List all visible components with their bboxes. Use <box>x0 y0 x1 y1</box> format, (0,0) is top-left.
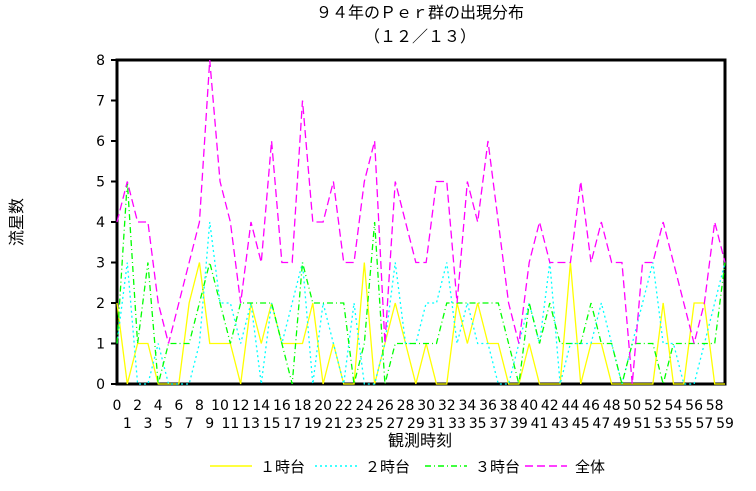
x-tick-label: 51 <box>634 416 652 432</box>
x-tick-label: 5 <box>164 416 173 432</box>
x-tick-label: 18 <box>294 398 312 414</box>
x-tick-label: 55 <box>675 416 693 432</box>
y-tick-label: 8 <box>96 53 105 69</box>
y-tick-label: 6 <box>96 134 105 150</box>
x-tick-label: 4 <box>154 398 163 414</box>
series-line <box>116 181 726 385</box>
x-tick-label: 17 <box>283 416 301 432</box>
y-tick-label: 5 <box>96 175 105 191</box>
x-tick-label: 27 <box>386 416 404 432</box>
x-tick-label: 6 <box>174 398 183 414</box>
x-tick-label: 45 <box>572 416 590 432</box>
chart-title: ９４年のＰｅｒ群の出現分布 <box>316 3 524 22</box>
x-tick-label: 20 <box>314 398 332 414</box>
x-tick-label: 30 <box>417 398 435 414</box>
series-line <box>116 262 725 385</box>
x-tick-label: 43 <box>551 416 569 432</box>
x-tick-label: 13 <box>242 416 260 432</box>
x-tick-label: 53 <box>654 416 672 432</box>
x-tick-label: 52 <box>644 398 662 414</box>
x-tick-label: 25 <box>366 416 384 432</box>
x-tick-label: 23 <box>345 416 363 432</box>
x-tick-label: 59 <box>716 416 734 432</box>
legend-label: 全体 <box>575 458 605 476</box>
x-tick-label: 21 <box>324 416 342 432</box>
x-tick-label: 9 <box>205 416 214 432</box>
y-tick-label: 3 <box>96 256 105 272</box>
x-tick-label: 16 <box>273 398 291 414</box>
y-tick-label: 1 <box>96 337 105 353</box>
x-tick-label: 37 <box>489 416 507 432</box>
chart-subtitle: （１２／１３） <box>364 27 476 46</box>
legend-label: ３時台 <box>475 458 520 476</box>
x-tick-label: 2 <box>133 398 142 414</box>
x-tick-label: 10 <box>211 398 229 414</box>
x-tick-label: 14 <box>252 398 270 414</box>
x-tick-label: 38 <box>500 398 518 414</box>
y-tick-label: 7 <box>96 94 105 110</box>
x-axis-label: 観測時刻 <box>388 431 452 450</box>
x-tick-label: 15 <box>263 416 281 432</box>
x-tick-label: 48 <box>603 398 621 414</box>
x-tick-label: 58 <box>706 398 724 414</box>
legend-label: ２時台 <box>365 458 410 476</box>
legend: １時台 ２時台 ３時台 全体 <box>210 458 605 476</box>
x-tick-label: 24 <box>355 398 373 414</box>
series-layer <box>116 59 726 385</box>
x-tick-label: 33 <box>448 416 466 432</box>
x-tick-label: 39 <box>510 416 528 432</box>
y-axis-label: 流星数 <box>7 198 26 246</box>
legend-label: １時台 <box>260 458 305 476</box>
x-tick-label: 8 <box>195 398 204 414</box>
x-tick-label: 11 <box>221 416 239 432</box>
x-tick-label: 28 <box>397 398 415 414</box>
x-tick-label: 57 <box>695 416 713 432</box>
x-tick-label: 29 <box>407 416 425 432</box>
x-tick-label: 40 <box>520 398 538 414</box>
x-tick-label: 0 <box>113 398 122 414</box>
y-tick-label: 4 <box>96 215 105 231</box>
x-tick-label: 47 <box>592 416 610 432</box>
x-tick-label: 41 <box>531 416 549 432</box>
plot-area <box>115 58 727 386</box>
x-tick-label: 1 <box>123 416 132 432</box>
x-tick-label: 36 <box>479 398 497 414</box>
y-tick-label: 2 <box>96 296 105 312</box>
x-tick-label: 44 <box>562 398 580 414</box>
y-tick-label: 0 <box>96 377 105 393</box>
x-tick-label: 7 <box>185 416 194 432</box>
x-tick-label: 56 <box>685 398 703 414</box>
x-tick-label: 35 <box>469 416 487 432</box>
x-tick-label: 46 <box>582 398 600 414</box>
x-tick-label: 3 <box>143 416 152 432</box>
x-tick-label: 19 <box>304 416 322 432</box>
x-axis: 0 2 4 6 8 10 12 14 16 18 20 22 24 26 28 30 32 34 36 38 40 42 4… <box>113 398 734 432</box>
x-tick-label: 42 <box>541 398 559 414</box>
x-tick-label: 49 <box>613 416 631 432</box>
x-tick-label: 54 <box>665 398 683 414</box>
x-tick-label: 32 <box>438 398 456 414</box>
x-tick-label: 22 <box>335 398 353 414</box>
x-tick-label: 12 <box>232 398 250 414</box>
x-tick-label: 50 <box>623 398 641 414</box>
y-axis: 0 1 2 3 4 5 6 7 8 <box>96 53 117 393</box>
x-tick-label: 26 <box>376 398 394 414</box>
x-tick-label: 31 <box>428 416 446 432</box>
series-line <box>116 59 726 385</box>
x-tick-label: 34 <box>458 398 476 414</box>
